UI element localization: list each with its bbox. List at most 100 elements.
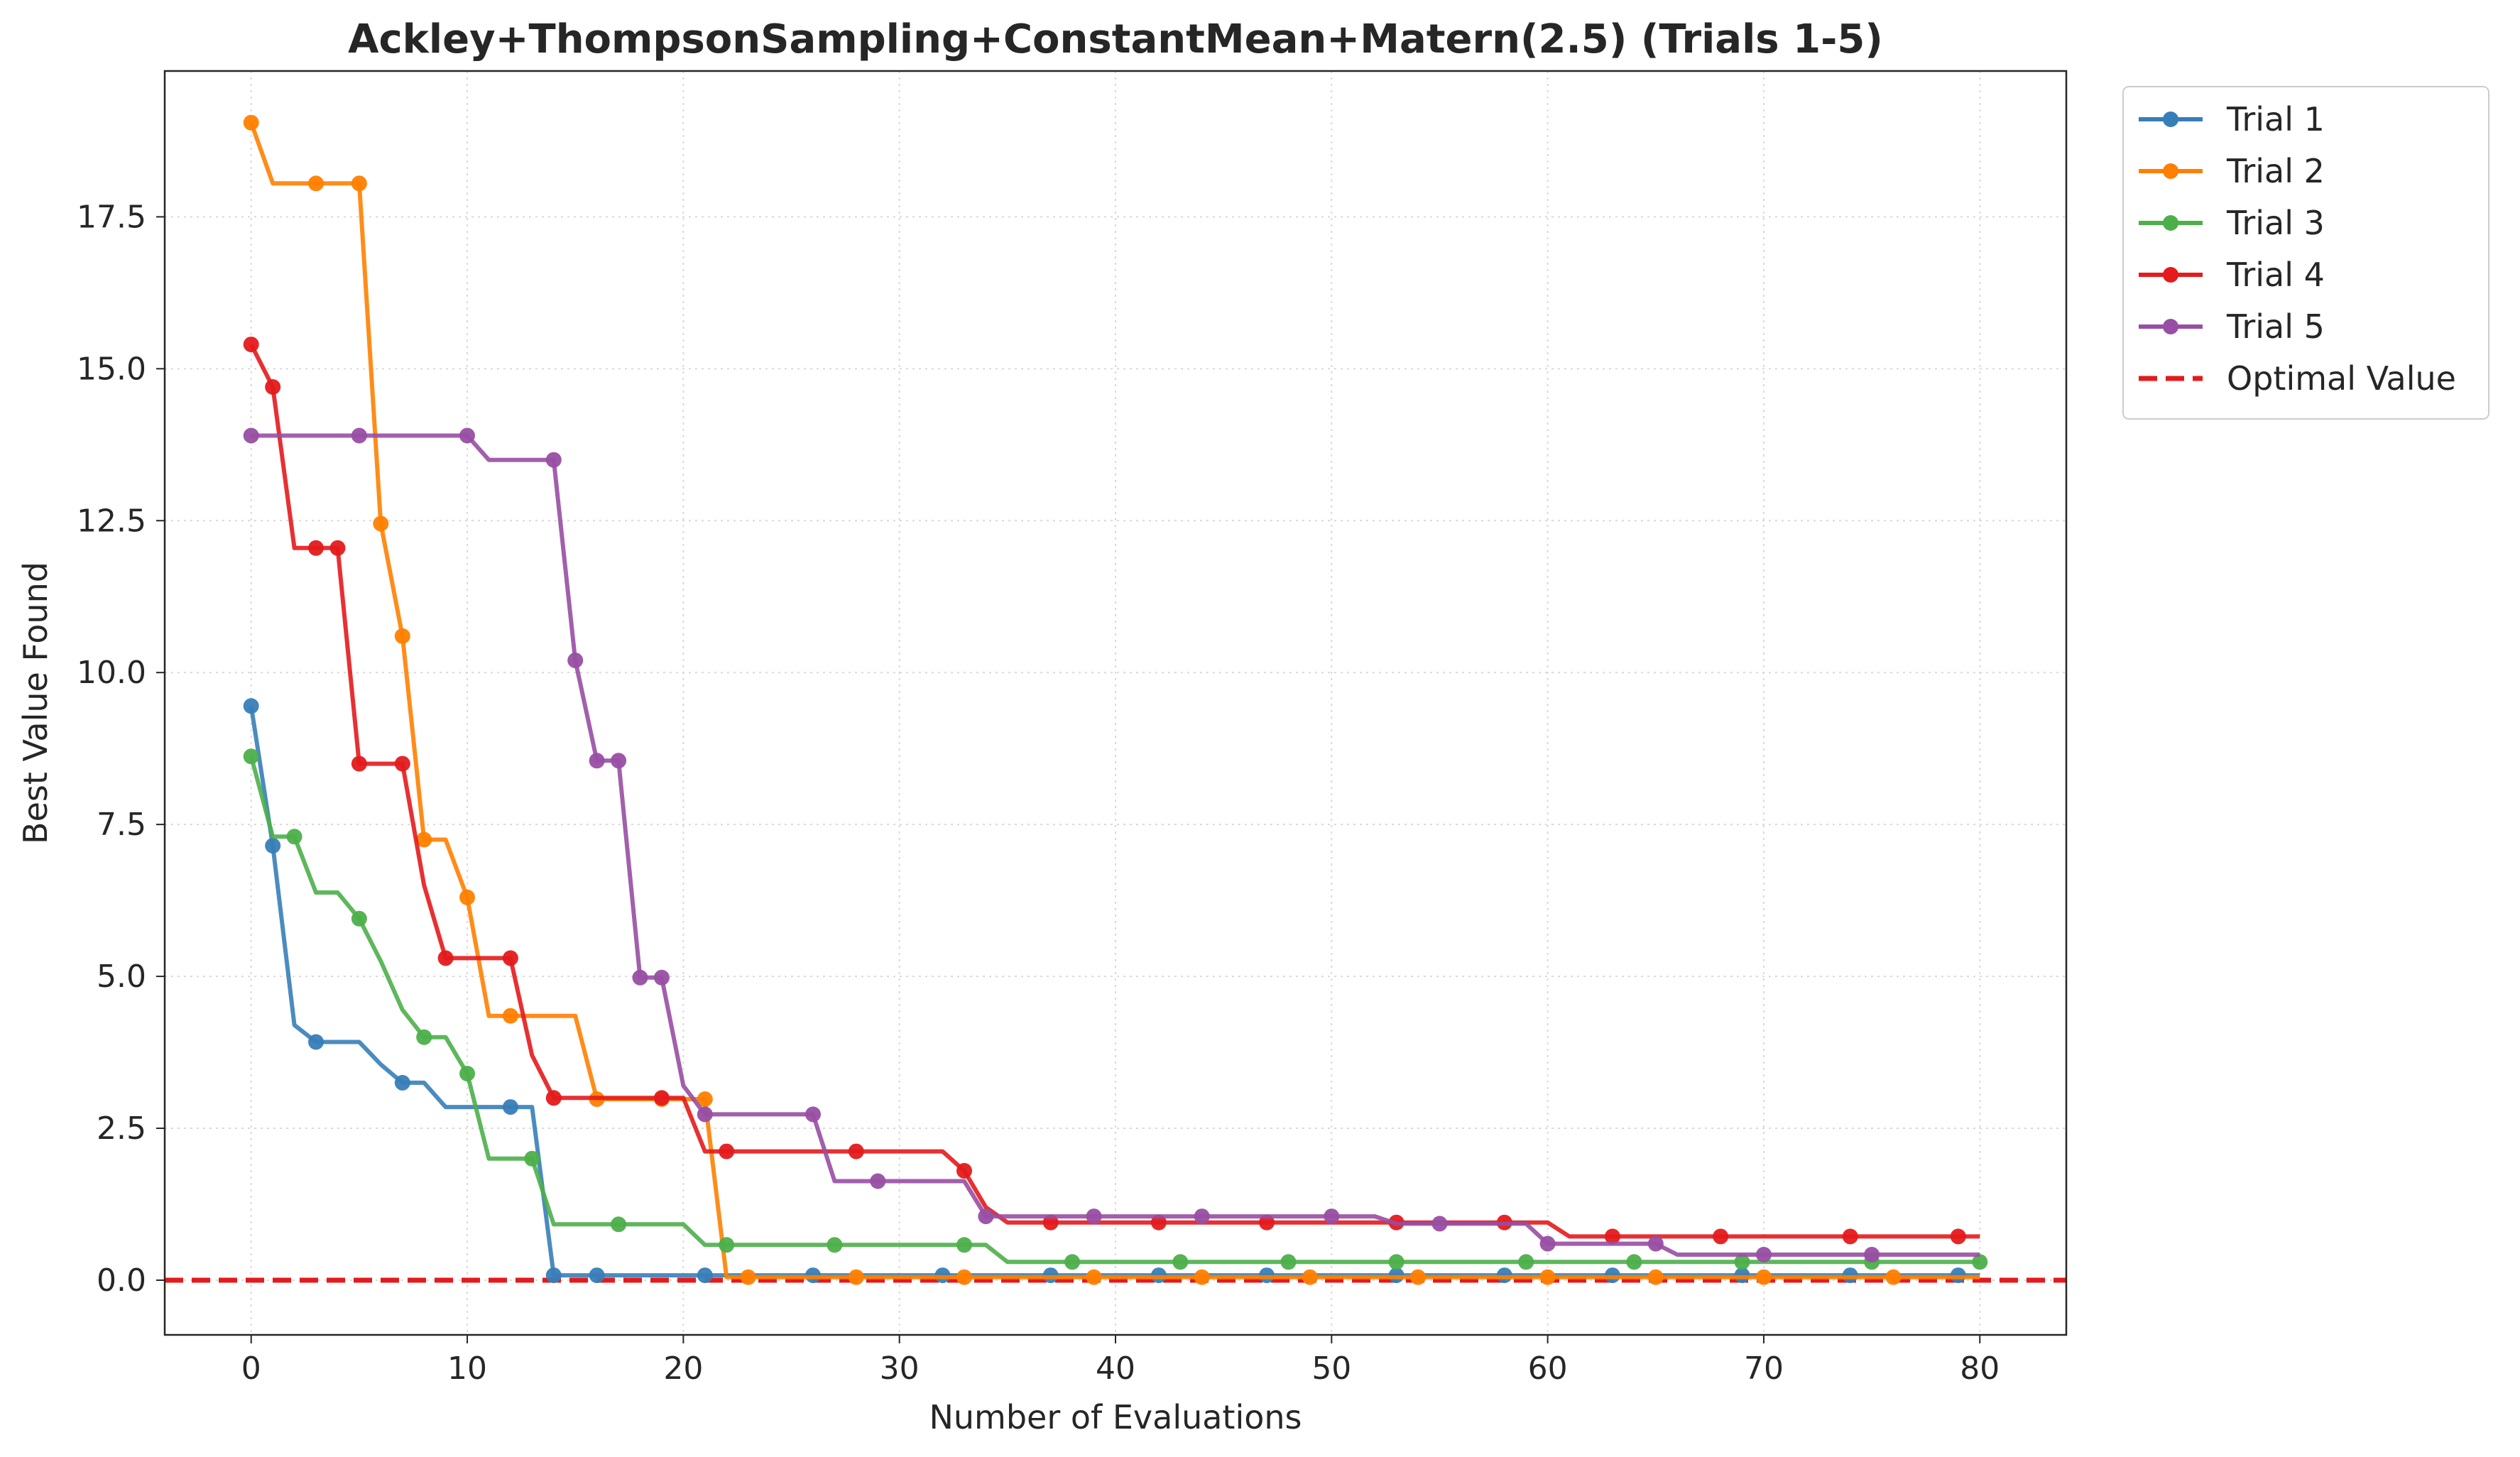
data-point bbox=[459, 1066, 475, 1081]
legend-label: Optimal Value bbox=[2227, 359, 2456, 398]
legend-swatch-marker bbox=[2163, 267, 2178, 283]
data-point bbox=[351, 427, 367, 444]
legend-item-trial-4: Trial 4 bbox=[2139, 256, 2325, 294]
data-point bbox=[524, 1150, 540, 1167]
data-point bbox=[827, 1237, 843, 1253]
data-point bbox=[653, 1090, 670, 1106]
data-point bbox=[1842, 1228, 1858, 1245]
data-point bbox=[351, 175, 367, 192]
data-point bbox=[870, 1173, 886, 1189]
data-point bbox=[545, 1090, 562, 1106]
data-point bbox=[243, 427, 259, 444]
legend-item-trial-2: Trial 2 bbox=[2139, 152, 2325, 190]
data-point bbox=[611, 1216, 627, 1233]
series-trial-4 bbox=[243, 337, 1980, 1245]
data-point bbox=[351, 910, 367, 927]
data-point bbox=[978, 1208, 994, 1225]
data-point bbox=[1086, 1208, 1102, 1225]
data-point bbox=[1150, 1214, 1167, 1230]
data-point bbox=[848, 1269, 864, 1285]
x-tick-label: 80 bbox=[1960, 1350, 2000, 1387]
x-tick-label: 40 bbox=[1096, 1350, 1135, 1387]
legend-label: Trial 3 bbox=[2226, 204, 2325, 242]
legend-swatch-marker bbox=[2163, 215, 2178, 231]
data-point bbox=[1539, 1235, 1556, 1252]
legend-swatch-marker bbox=[2163, 319, 2178, 334]
y-axis-ticks: 0.0 2.5 5.0 7.5 10.0 12.5 15.0 17.5 bbox=[77, 199, 165, 1299]
legend: Trial 1 Trial 2 Trial 3 Trial 4 Trial 5 Optim… bbox=[2122, 86, 2489, 420]
x-axis-label: Number of Evaluations bbox=[929, 1398, 1302, 1436]
legend-label: Trial 2 bbox=[2226, 152, 2325, 190]
data-point bbox=[243, 337, 259, 353]
legend-item-trial-3: Trial 3 bbox=[2139, 204, 2325, 242]
data-point bbox=[632, 969, 648, 986]
x-tick-label: 20 bbox=[663, 1350, 703, 1387]
data-point bbox=[459, 889, 475, 905]
y-tick-label: 10.0 bbox=[77, 655, 146, 691]
data-point bbox=[1280, 1254, 1297, 1270]
data-point bbox=[545, 452, 562, 468]
data-point bbox=[1431, 1216, 1448, 1232]
data-point bbox=[956, 1269, 972, 1285]
data-point bbox=[1972, 1254, 1988, 1270]
y-tick-label: 5.0 bbox=[97, 959, 146, 995]
data-point bbox=[697, 1091, 713, 1107]
y-tick-label: 0.0 bbox=[97, 1262, 146, 1299]
y-tick-label: 7.5 bbox=[97, 807, 146, 843]
data-point bbox=[611, 753, 627, 769]
data-point bbox=[719, 1237, 735, 1253]
data-point bbox=[308, 1034, 324, 1050]
x-axis-ticks: 0 10 20 30 40 50 60 70 80 bbox=[241, 1335, 2000, 1387]
data-point bbox=[373, 515, 389, 532]
data-point bbox=[697, 1106, 713, 1123]
data-point bbox=[243, 114, 259, 131]
series-line bbox=[249, 343, 1980, 1239]
data-point bbox=[1259, 1214, 1275, 1230]
legend-label: Trial 4 bbox=[2226, 256, 2325, 294]
data-point bbox=[459, 427, 475, 444]
data-point bbox=[1194, 1269, 1210, 1285]
data-point bbox=[545, 1267, 562, 1284]
x-tick-label: 30 bbox=[880, 1350, 920, 1387]
data-point bbox=[502, 1099, 518, 1115]
x-tick-label: 60 bbox=[1528, 1350, 1568, 1387]
data-point bbox=[1647, 1235, 1664, 1252]
data-point bbox=[1713, 1228, 1729, 1245]
data-point bbox=[1172, 1254, 1189, 1270]
legend-swatch-marker bbox=[2163, 111, 2178, 127]
data-point bbox=[1734, 1254, 1750, 1270]
data-point bbox=[589, 1267, 605, 1284]
data-point bbox=[1647, 1269, 1664, 1285]
legend-item-optimal: Optimal Value bbox=[2139, 359, 2456, 398]
data-point bbox=[502, 950, 518, 966]
data-point bbox=[329, 540, 346, 556]
data-point bbox=[1388, 1254, 1404, 1270]
data-point bbox=[740, 1269, 756, 1285]
x-tick-label: 70 bbox=[1744, 1350, 1784, 1387]
data-point bbox=[1064, 1254, 1081, 1270]
data-point bbox=[437, 950, 454, 966]
data-point bbox=[1539, 1269, 1556, 1285]
data-point bbox=[1756, 1269, 1772, 1285]
data-point bbox=[308, 175, 324, 192]
data-point bbox=[1626, 1254, 1642, 1270]
y-tick-label: 12.5 bbox=[77, 503, 146, 539]
y-tick-label: 2.5 bbox=[97, 1111, 146, 1147]
y-tick-label: 17.5 bbox=[77, 199, 146, 235]
legend-item-trial-1: Trial 1 bbox=[2139, 100, 2325, 138]
data-point bbox=[848, 1143, 864, 1159]
data-point bbox=[265, 838, 281, 854]
data-point bbox=[1194, 1208, 1210, 1225]
data-point bbox=[1042, 1214, 1059, 1230]
data-point bbox=[243, 698, 259, 714]
data-point bbox=[351, 755, 367, 772]
data-point bbox=[394, 1074, 410, 1091]
data-point bbox=[1756, 1247, 1772, 1262]
data-point bbox=[394, 755, 410, 772]
x-tick-label: 50 bbox=[1311, 1350, 1351, 1387]
legend-item-trial-5: Trial 5 bbox=[2139, 307, 2325, 346]
data-point bbox=[697, 1267, 713, 1284]
data-point bbox=[1410, 1269, 1426, 1285]
data-point bbox=[308, 540, 324, 556]
